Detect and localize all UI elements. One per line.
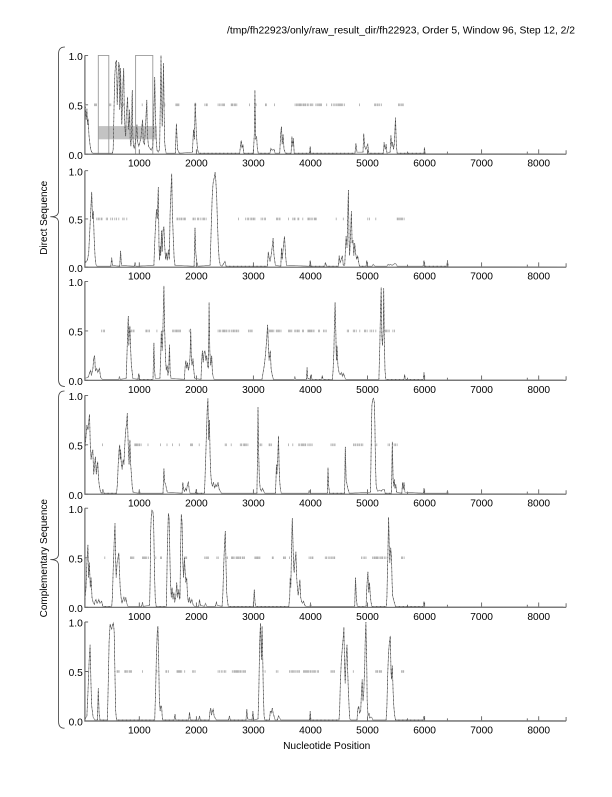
svg-text:0.0: 0.0 xyxy=(69,151,83,162)
svg-text:7000: 7000 xyxy=(470,726,493,737)
svg-text:1000: 1000 xyxy=(128,612,151,623)
svg-text:6000: 6000 xyxy=(413,612,436,623)
svg-text:0.0: 0.0 xyxy=(69,604,83,615)
svg-text:4000: 4000 xyxy=(299,499,322,510)
svg-text:5000: 5000 xyxy=(356,272,379,283)
svg-text:2000: 2000 xyxy=(185,272,208,283)
svg-text:1000: 1000 xyxy=(128,726,151,737)
svg-text:8000: 8000 xyxy=(527,612,550,623)
svg-text:2000: 2000 xyxy=(185,612,208,623)
svg-text:6000: 6000 xyxy=(413,499,436,510)
svg-text:0.5: 0.5 xyxy=(69,668,83,679)
svg-text:0.5: 0.5 xyxy=(69,555,83,566)
svg-text:3000: 3000 xyxy=(242,612,265,623)
svg-text:8000: 8000 xyxy=(527,385,550,396)
svg-text:5000: 5000 xyxy=(356,159,379,170)
svg-text:4000: 4000 xyxy=(299,159,322,170)
svg-text:3000: 3000 xyxy=(242,385,265,396)
svg-text:8000: 8000 xyxy=(527,499,550,510)
svg-text:7000: 7000 xyxy=(470,272,493,283)
svg-text:2000: 2000 xyxy=(185,385,208,396)
svg-text:1000: 1000 xyxy=(128,499,151,510)
svg-text:1000: 1000 xyxy=(128,159,151,170)
svg-text:7000: 7000 xyxy=(470,499,493,510)
svg-text:8000: 8000 xyxy=(527,159,550,170)
svg-text:8000: 8000 xyxy=(527,272,550,283)
svg-text:Nucleotide Position: Nucleotide Position xyxy=(283,741,370,752)
svg-text:3000: 3000 xyxy=(242,272,265,283)
svg-text:6000: 6000 xyxy=(413,385,436,396)
svg-text:Direct Sequence: Direct Sequence xyxy=(39,180,50,254)
svg-text:0.5: 0.5 xyxy=(69,328,83,339)
svg-text:2000: 2000 xyxy=(185,159,208,170)
svg-text:0.0: 0.0 xyxy=(69,377,83,388)
svg-text:7000: 7000 xyxy=(470,385,493,396)
svg-text:1.0: 1.0 xyxy=(69,278,83,289)
svg-text:0.0: 0.0 xyxy=(69,491,83,502)
svg-text:1.0: 1.0 xyxy=(69,392,83,403)
svg-text:6000: 6000 xyxy=(413,726,436,737)
svg-text:7000: 7000 xyxy=(470,159,493,170)
svg-text:2000: 2000 xyxy=(185,499,208,510)
svg-text:1.0: 1.0 xyxy=(69,619,83,630)
svg-text:4000: 4000 xyxy=(299,726,322,737)
svg-text:5000: 5000 xyxy=(356,726,379,737)
svg-text:1000: 1000 xyxy=(128,385,151,396)
svg-text:1.0: 1.0 xyxy=(69,505,83,516)
svg-text:4000: 4000 xyxy=(299,272,322,283)
svg-text:3000: 3000 xyxy=(242,499,265,510)
svg-text:1.0: 1.0 xyxy=(69,167,83,178)
svg-text:0.5: 0.5 xyxy=(69,102,83,113)
svg-text:4000: 4000 xyxy=(299,385,322,396)
svg-text:Complementary Sequence: Complementary Sequence xyxy=(39,499,50,618)
svg-text:2000: 2000 xyxy=(185,726,208,737)
svg-text:1000: 1000 xyxy=(128,272,151,283)
svg-text:3000: 3000 xyxy=(242,726,265,737)
svg-text:5000: 5000 xyxy=(356,499,379,510)
svg-text:/tmp/fh22923/only/raw_result_d: /tmp/fh22923/only/raw_result_dir/fh22923… xyxy=(227,26,575,37)
svg-text:1.0: 1.0 xyxy=(69,52,83,63)
svg-text:6000: 6000 xyxy=(413,272,436,283)
svg-text:6000: 6000 xyxy=(413,159,436,170)
svg-text:5000: 5000 xyxy=(356,612,379,623)
svg-text:0.0: 0.0 xyxy=(69,718,83,729)
svg-text:3000: 3000 xyxy=(242,159,265,170)
svg-text:7000: 7000 xyxy=(470,612,493,623)
svg-text:5000: 5000 xyxy=(356,385,379,396)
svg-text:4000: 4000 xyxy=(299,612,322,623)
svg-text:0.0: 0.0 xyxy=(69,264,83,275)
svg-text:0.5: 0.5 xyxy=(69,216,83,227)
svg-text:8000: 8000 xyxy=(527,726,550,737)
svg-text:0.5: 0.5 xyxy=(69,442,83,453)
